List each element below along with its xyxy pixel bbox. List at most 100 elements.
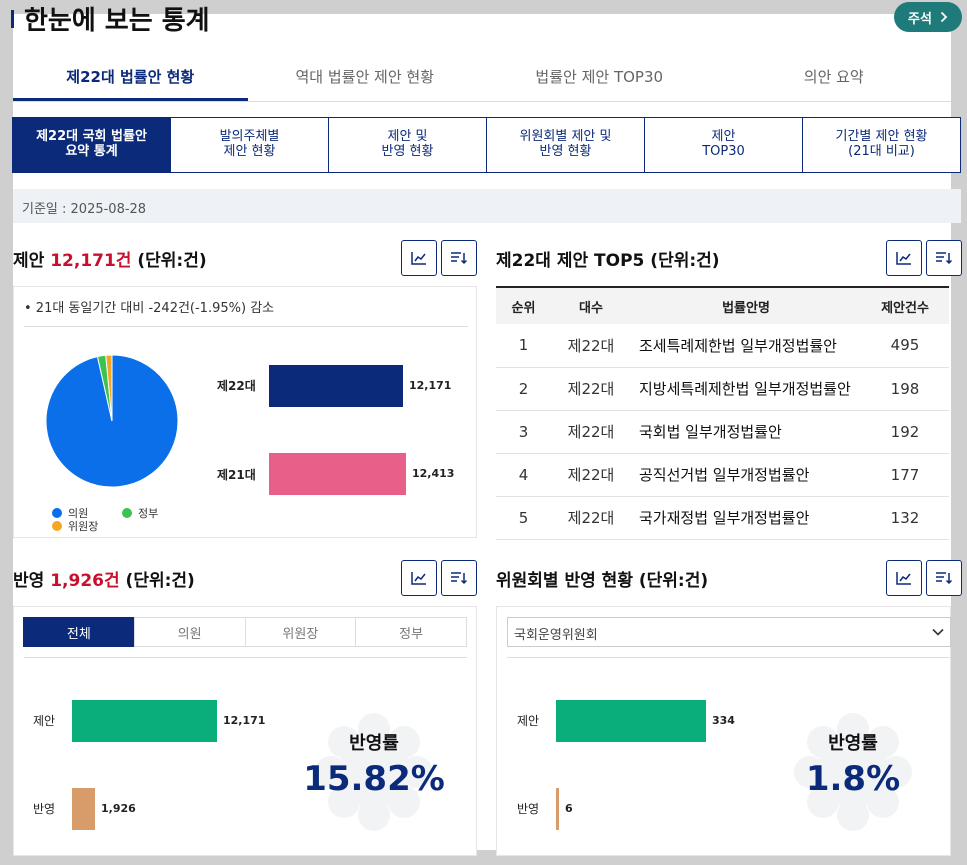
committee-bar-proposal	[556, 700, 706, 742]
cell-term: 제22대	[551, 324, 631, 368]
committee-sort-button[interactable]	[926, 560, 962, 596]
tab-22nd-status[interactable]: 제22대 법률안 현황	[13, 50, 248, 101]
col-count: 제안건수	[861, 286, 949, 324]
filter-tab-government[interactable]: 정부	[355, 617, 467, 647]
chevron-down-icon	[932, 628, 944, 636]
subtab-by-proposer[interactable]: 발의주체별 제안 현황	[170, 117, 329, 173]
tab-top30[interactable]: 법률안 제안 TOP30	[535, 68, 664, 86]
legend-dot-government	[122, 508, 132, 518]
reflect-header: 반영 1,926건 (단위:건)	[13, 560, 477, 596]
subtab-proposal-reflect[interactable]: 제안 및 반영 현황	[328, 117, 487, 173]
cell-count: 198	[861, 367, 949, 411]
reflect-bar-value-reflect: 1,926	[101, 802, 136, 815]
reflect-count: 1,926건	[50, 571, 120, 591]
committee-select[interactable]: 국회운영위원회	[507, 617, 951, 647]
cell-count: 132	[861, 496, 949, 540]
main-tabs: 제22대 법률안 현황 역대 법률안 제안 현황 법률안 제안 TOP30 의안…	[13, 50, 951, 102]
reflect-bar-label-proposal: 제안	[33, 714, 56, 728]
tab-summary[interactable]: 의안 요약	[803, 68, 864, 86]
legend-dot-member	[52, 508, 62, 518]
legend-label-member: 의원	[68, 507, 89, 520]
sort-list-icon	[451, 252, 468, 265]
legend-item-chair: 위원장	[52, 518, 98, 534]
table-row[interactable]: 1 제22대 조세특례제한법 일부개정법률안 495	[496, 324, 949, 368]
proposal-title-prefix: 제안	[13, 251, 51, 271]
committee-rate-label: 반영률	[828, 733, 878, 754]
reflect-bar-proposal	[72, 700, 217, 742]
reflect-chart-button[interactable]	[401, 560, 437, 596]
committee-header: 위원회별 반영 현황 (단위:건)	[496, 560, 962, 596]
page-title: 한눈에 보는 통계	[24, 6, 210, 36]
table-header-row: 순위 대수 법률안명 제안건수	[496, 286, 949, 324]
top5-chart-button[interactable]	[886, 240, 922, 276]
bar-label-21st: 제21대	[217, 468, 256, 482]
reflect-title: 반영 1,926건 (단위:건)	[13, 566, 195, 591]
title-row: 한눈에 보는 통계 주석	[0, 0, 967, 36]
cell-bill-name: 공직선거법 일부개정법률안	[631, 453, 861, 497]
cell-rank: 2	[496, 367, 551, 411]
proposal-pie-chart	[45, 354, 179, 488]
line-chart-icon	[896, 252, 911, 265]
filter-tab-all[interactable]: 전체	[23, 617, 135, 647]
pie-slice-2[interactable]	[105, 354, 113, 422]
proposal-title: 제안 12,171건 (단위:건)	[13, 246, 207, 271]
cell-count: 495	[861, 324, 949, 368]
committee-chart-button[interactable]	[886, 560, 922, 596]
cell-bill-name: 조세특례제한법 일부개정법률안	[631, 324, 861, 368]
cell-term: 제22대	[551, 367, 631, 411]
table-row[interactable]: 5 제22대 국가재정법 일부개정법률안 132	[496, 496, 949, 540]
committee-select-value: 국회운영위원회	[514, 628, 598, 643]
reflect-bar-label-reflect: 반영	[33, 802, 56, 816]
note-button[interactable]: 주석	[894, 2, 962, 32]
cell-rank: 5	[496, 496, 551, 540]
top5-table: 순위 대수 법률안명 제안건수 1 제22대 조세특례제한법 일부개정법률안 4…	[496, 286, 949, 540]
proposal-chart-button[interactable]	[401, 240, 437, 276]
committee-bar-value-reflect: 6	[565, 802, 573, 815]
subtab-by-period[interactable]: 기간별 제안 현황 (21대 비교)	[802, 117, 961, 173]
reflect-rate-label: 반영률	[349, 733, 399, 754]
subtab-by-committee[interactable]: 위원회별 제안 및 반영 현황	[486, 117, 645, 173]
line-chart-icon	[896, 572, 911, 585]
bar-label-22nd: 제22대	[217, 379, 256, 393]
cell-term: 제22대	[551, 496, 631, 540]
col-term: 대수	[551, 286, 631, 324]
reflect-title-prefix: 반영	[13, 571, 51, 591]
reflect-unit: (단위:건)	[119, 571, 195, 591]
table-row[interactable]: 3 제22대 국회법 일부개정법률안 192	[496, 410, 949, 454]
proposal-count: 12,171건	[50, 251, 132, 271]
bar-22nd	[269, 365, 403, 407]
top5-header: 제22대 제안 TOP5 (단위:건)	[496, 240, 962, 276]
cell-count: 192	[861, 410, 949, 454]
reflect-filter-tabs: 전체 의원 위원장 정부	[23, 617, 467, 647]
subtab-summary-stats[interactable]: 제22대 국회 법률안 요약 통계	[12, 117, 171, 173]
cell-rank: 1	[496, 324, 551, 368]
committee-title: 위원회별 반영 현황 (단위:건)	[496, 571, 709, 591]
top5-sort-button[interactable]	[926, 240, 962, 276]
sort-list-icon	[936, 252, 953, 265]
subtab-top30[interactable]: 제안 TOP30	[644, 117, 803, 173]
committee-bar-value-proposal: 334	[712, 714, 735, 727]
assembly-emblem-icon	[794, 713, 912, 831]
col-bill-name: 법률안명	[631, 286, 861, 324]
col-rank: 순위	[496, 286, 551, 324]
legend-item-member: 의원	[52, 505, 88, 521]
note-button-label: 주석	[908, 11, 932, 27]
reflect-bar-reflect	[72, 788, 95, 830]
sort-list-icon	[936, 572, 953, 585]
reflect-rate-value: 15.82%	[303, 759, 445, 799]
table-row[interactable]: 4 제22대 공직선거법 일부개정법률안 177	[496, 453, 949, 497]
line-chart-icon	[411, 572, 426, 585]
sort-list-icon	[451, 572, 468, 585]
proposal-sort-button[interactable]	[441, 240, 477, 276]
chevron-right-icon	[940, 11, 948, 23]
cell-rank: 3	[496, 410, 551, 454]
sub-tabs: 제22대 국회 법률안 요약 통계 발의주체별 제안 현황 제안 및 반영 현황…	[12, 117, 961, 173]
table-row[interactable]: 2 제22대 지방세특례제한법 일부개정법률안 198	[496, 367, 949, 411]
cell-term: 제22대	[551, 453, 631, 497]
filter-tab-chair[interactable]: 위원장	[244, 617, 357, 647]
top5-title: 제22대 제안 TOP5 (단위:건)	[496, 251, 720, 271]
filter-tab-member[interactable]: 의원	[133, 617, 246, 647]
reflect-sort-button[interactable]	[441, 560, 477, 596]
tab-historical[interactable]: 역대 법률안 제안 현황	[295, 68, 434, 86]
committee-rate-value: 1.8%	[805, 759, 901, 799]
